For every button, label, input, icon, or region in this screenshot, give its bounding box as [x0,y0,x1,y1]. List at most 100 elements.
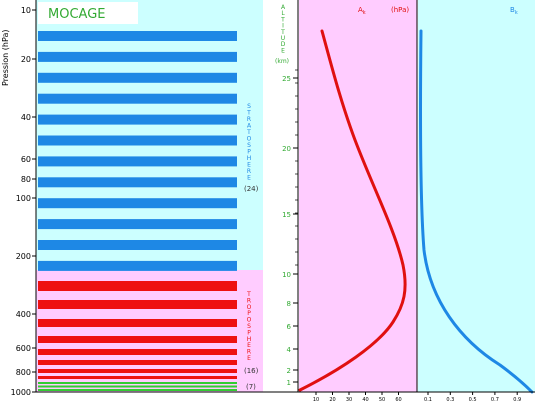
troposphere-label-letter: H [247,336,252,343]
troposphere-label-letter: R [247,297,251,304]
altitude-tick-label: 1 [287,379,291,387]
stratosphere-label-letter: S [247,142,251,149]
altitude-label-letter: U [281,35,285,42]
panel-a-background [299,0,417,392]
pressure-tick-label: 80 [21,175,31,184]
panel-b-background [418,0,535,392]
troposphere-label-letter: R [247,349,251,356]
stratosphere-label-letter: E [247,175,251,182]
pressure-tick-label: 10 [21,6,31,15]
stratosphere-layer-bar [38,114,237,125]
stratosphere-layer-bar [38,93,237,104]
panel-b-x-tick-label: 0.9 [513,397,521,402]
stratosphere-label-letter: A [247,123,252,130]
troposphere-layer-bar [38,300,237,309]
altitude-tick-label: 6 [287,323,292,331]
panel-b-label: B [510,6,515,14]
panel-a-x-tick-label: 20 [329,397,335,402]
stratosphere-layer-bar [38,177,237,188]
troposphere-label-letter: P [247,310,251,317]
troposphere-layer-bar [38,319,237,327]
panel-b-curve [418,29,534,394]
altitude-label-letter: D [281,41,286,48]
altitude-label-letter: T [280,29,285,36]
model-title: MOCAGE [48,7,105,22]
stratosphere-count: (24) [244,185,259,193]
panel-a-x-ticks: 10 20 30 40 50 60 [313,392,402,403]
pressure-tick-label: 20 [21,55,31,64]
altitude-tick-label: 20 [282,145,291,153]
boundary-layer-bar [38,382,237,384]
troposphere-label-letter: S [247,323,251,330]
stratosphere-layer-bar [38,72,237,83]
troposphere-label-letter: E [247,355,251,362]
altitude-tick-label: 10 [282,271,291,279]
troposphere-label-letter: P [247,329,251,336]
panel-b-x-ticks: 0.1 0.3 0.5 0.7 0.9 [424,392,521,403]
stratosphere-layer-bar [38,198,237,209]
pressure-tick-label: 400 [16,310,31,319]
pressure-tick-label: 800 [16,368,31,377]
troposphere-layers [38,281,237,379]
panel-a-label: A [358,6,363,14]
pressure-tick-label: 100 [16,194,31,203]
panel-a-x-tick-label: 40 [362,397,368,402]
stratosphere-layer-bar [38,31,237,41]
stratosphere-label-letter: P [247,149,251,156]
panel-b-x-tick-label: 0.3 [446,397,454,402]
panel-b-x-tick-label: 0.7 [491,397,499,402]
altitude-label-letter: I [282,23,284,30]
troposphere-count: (16) [244,367,259,375]
troposphere-label-letter: O [247,304,252,311]
stratosphere-label-letter: E [247,162,251,169]
altitude-label-letter: L [281,10,285,17]
stratosphere-layer-bar [38,135,237,146]
troposphere-label-letter: O [247,317,252,324]
altitude-tick-label: 15 [282,211,291,219]
troposphere-layer-bar [38,376,237,379]
altitude-tick-label: 4 [287,346,292,354]
troposphere-layer-bar [38,360,237,365]
panel-a-subscript: k [363,10,366,16]
panel-a-x-tick-label: 30 [346,397,352,402]
stratosphere-layer-bar [38,219,237,230]
panel-b-title: Bk [510,6,518,16]
altitude-label-letter: A [281,4,286,11]
pressure-tick-label: 200 [16,252,31,261]
stratosphere-label-letter: T [246,110,251,117]
troposphere-label-letter: E [247,342,251,349]
troposphere-layer-bar [38,349,237,355]
panel-a-x-tick-label: 60 [395,397,401,402]
altitude-unit: (km) [275,58,289,65]
stratosphere-layer-bar [38,51,237,62]
altitude-tick-label: 25 [282,75,291,83]
panel-a-unit: (hPa) [391,6,409,14]
stratosphere-layer-bar [38,240,237,250]
troposphere-layer-bar [38,336,237,343]
troposphere-layer-bar [38,369,237,373]
panel-a-x-tick-label: 50 [379,397,385,402]
panel-a-title: Ak [358,6,366,16]
troposphere-label-letter: T [246,291,251,298]
altitude-label-letter: E [281,47,285,54]
stratosphere-layer-bar [38,260,237,271]
troposphere-layer-bar [38,281,237,291]
panel-a-x-tick-label: 10 [313,397,319,402]
stratosphere-label-letter: H [247,155,252,162]
boundary-count: (7) [246,383,256,391]
boundary-layer-bar [38,389,237,391]
pressure-tick-label: 40 [21,113,31,122]
altitude-tick-label: 8 [287,300,291,308]
pressure-axis-label: Pression (hPa) [1,30,10,86]
stratosphere-label-letter: S [247,103,251,110]
stratosphere-label-letter: T [246,129,251,136]
stratosphere-label-letter: R [247,168,251,175]
panel-b-x-tick-label: 0.1 [424,397,432,402]
boundary-layer-bar [38,385,237,388]
panel-b-x-tick-label: 0.5 [469,397,477,402]
stratosphere-label-letter: R [247,116,251,123]
pressure-tick-label: 60 [21,155,31,164]
